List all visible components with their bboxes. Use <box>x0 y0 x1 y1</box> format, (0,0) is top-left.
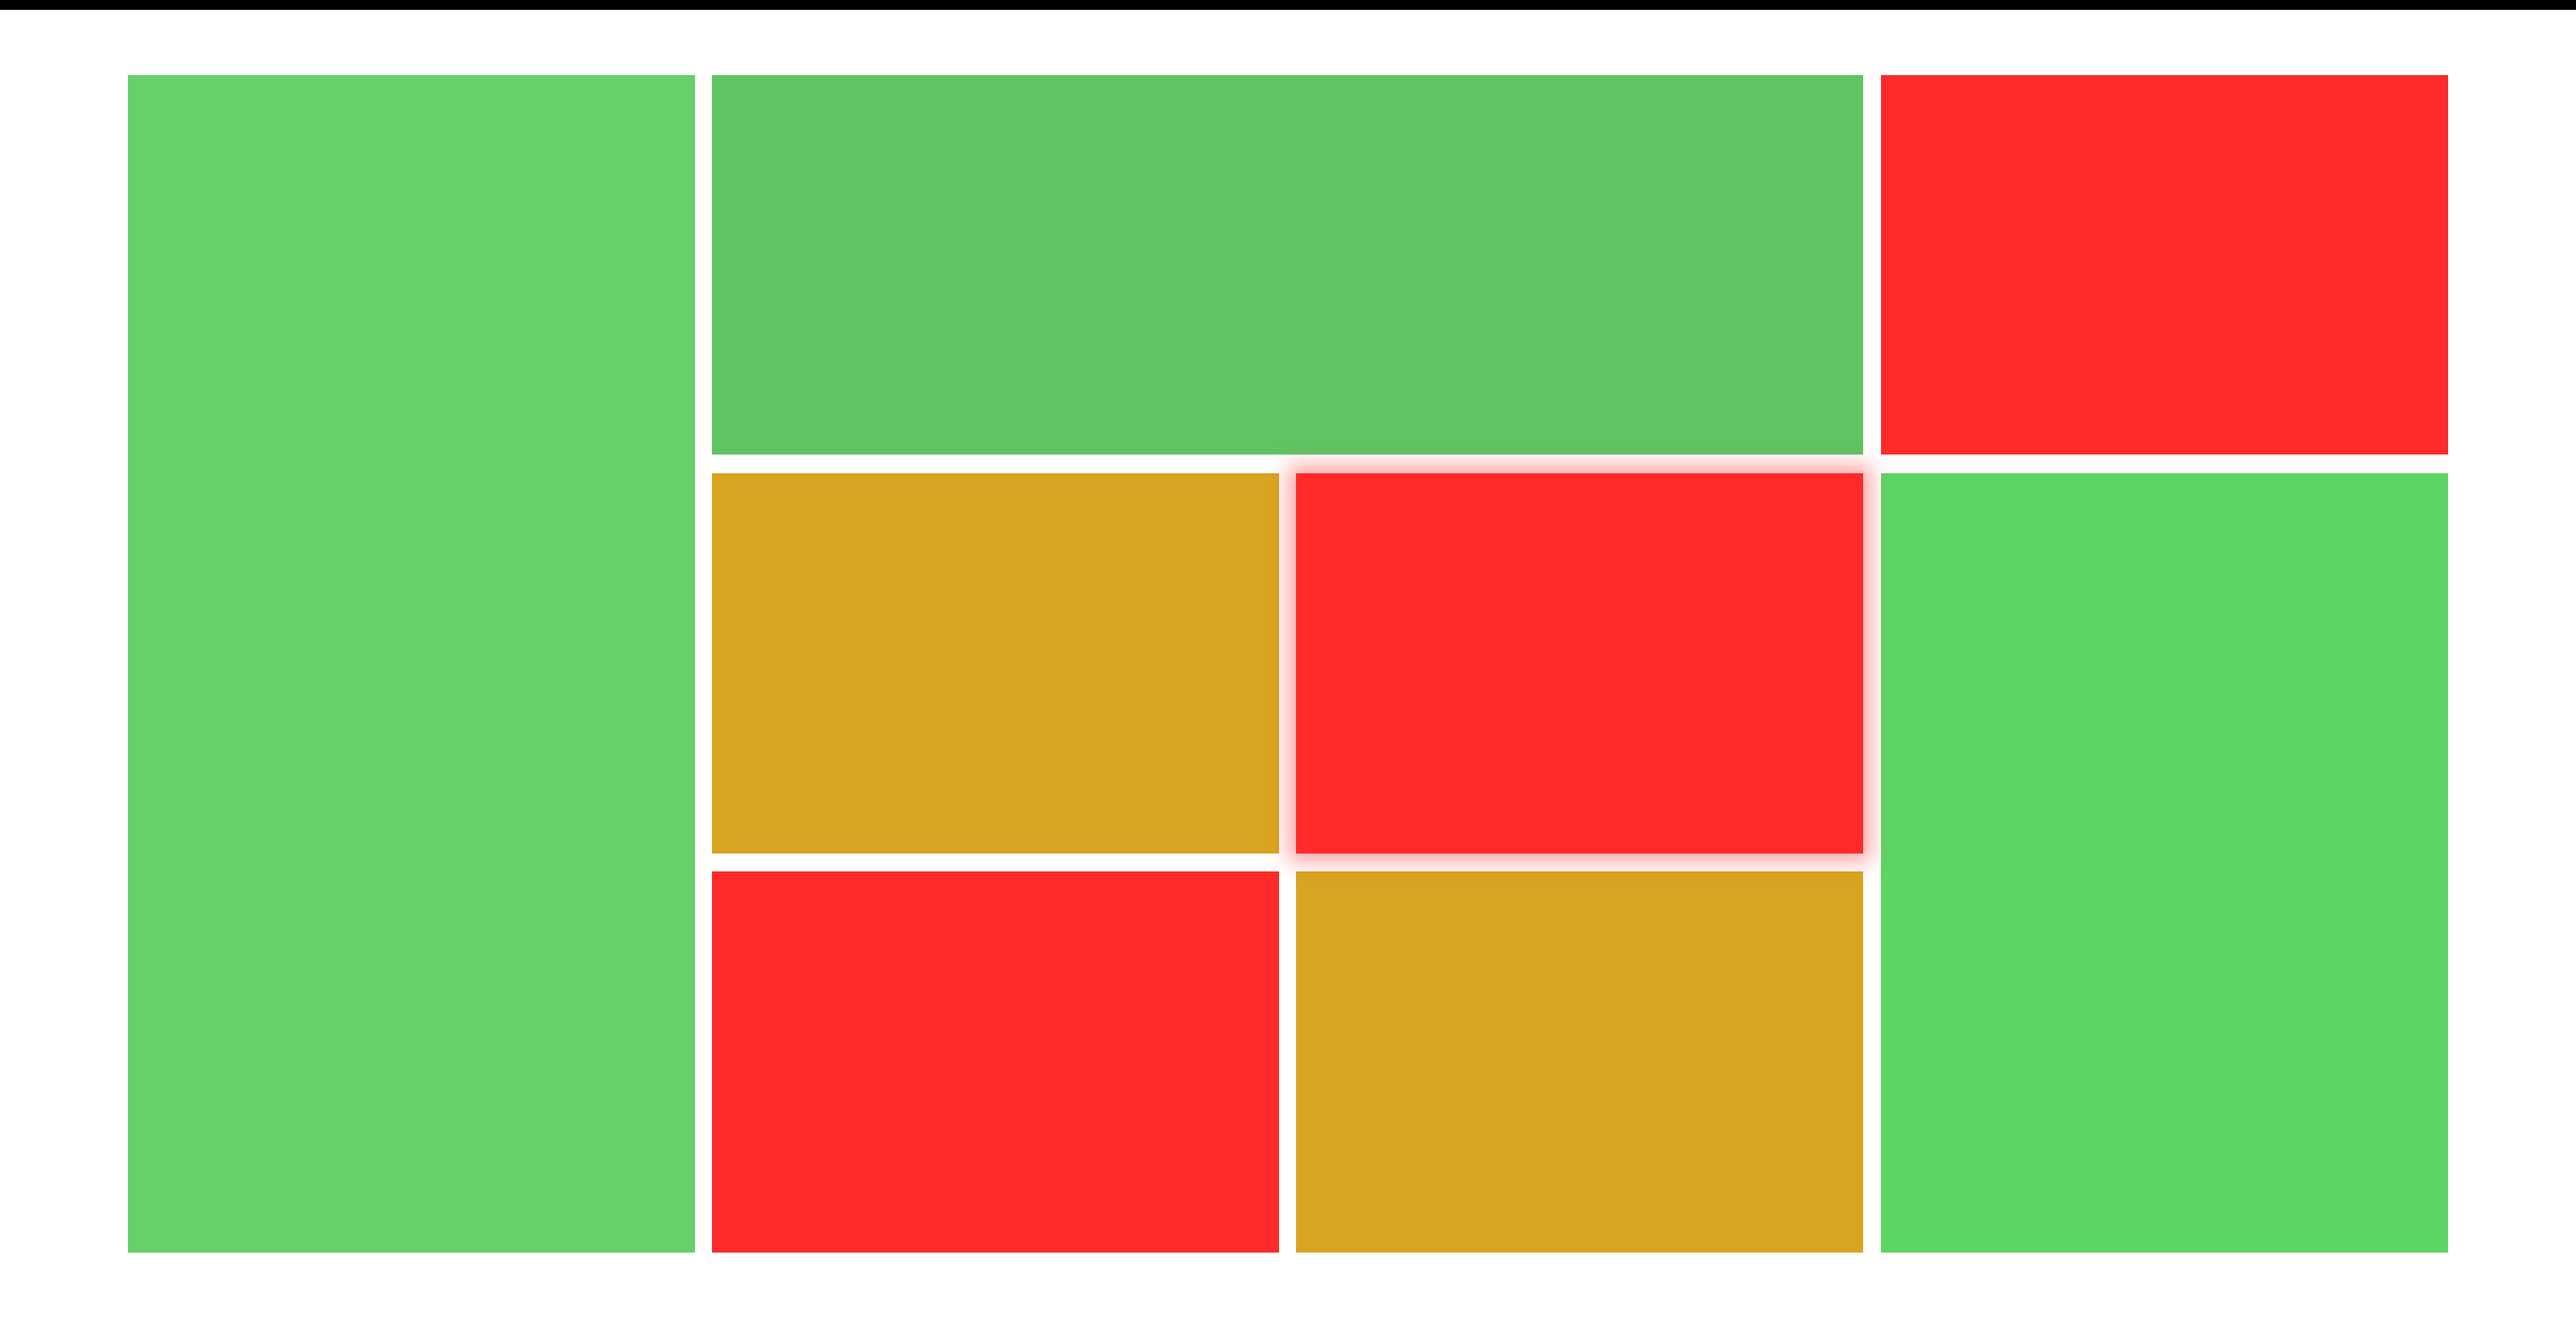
tile-top-right[interactable] <box>1881 75 2448 455</box>
tile-right-tall[interactable] <box>1881 473 2448 1253</box>
top-bar <box>0 0 2576 10</box>
tile-left-tall[interactable] <box>128 75 695 1253</box>
tile-top-wide[interactable] <box>712 75 1863 455</box>
tile-middle-left[interactable] <box>712 473 1279 854</box>
tile-middle-center[interactable] <box>1296 473 1863 854</box>
tile-bottom-left[interactable] <box>712 871 1279 1253</box>
tile-grid <box>128 75 2449 1253</box>
tile-bottom-center[interactable] <box>1296 871 1863 1253</box>
